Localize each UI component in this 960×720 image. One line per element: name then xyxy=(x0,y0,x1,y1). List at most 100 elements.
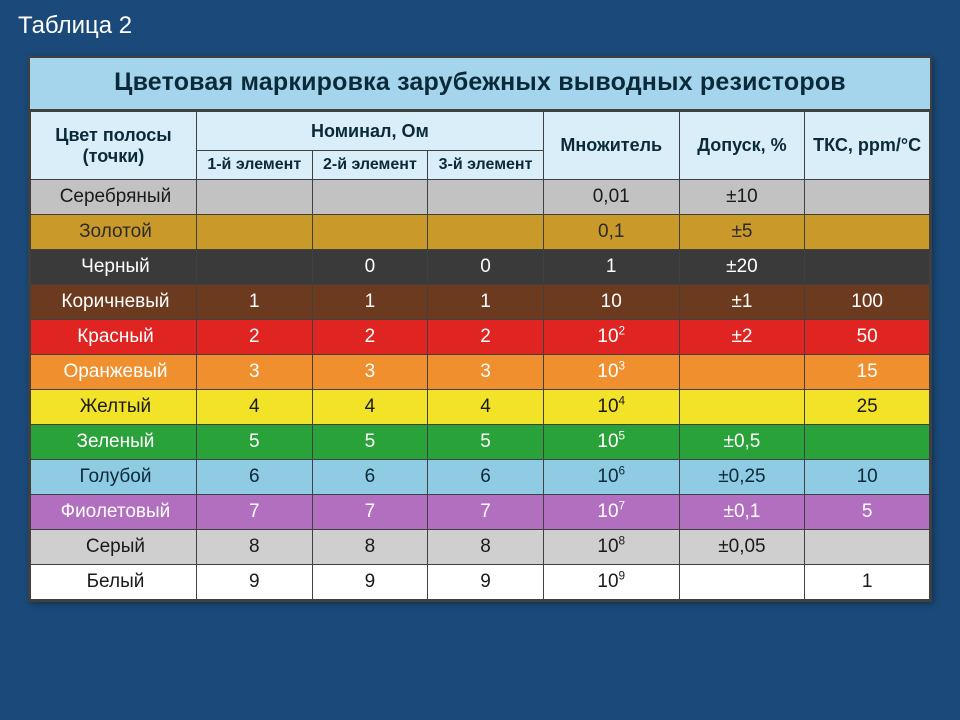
table-title: Цветовая маркировка зарубежных выводных … xyxy=(30,58,930,111)
digit-3-cell: 6 xyxy=(428,460,544,495)
tolerance-cell: ±1 xyxy=(679,285,805,320)
multiplier-cell: 109 xyxy=(543,565,679,600)
tks-cell: 50 xyxy=(805,320,930,355)
digit-2-cell: 7 xyxy=(312,495,428,530)
resistor-color-table: Цветовая маркировка зарубежных выводных … xyxy=(28,56,932,602)
name-cell: Черный xyxy=(31,250,197,285)
multiplier-cell: 108 xyxy=(543,530,679,565)
digit-3-cell: 7 xyxy=(428,495,544,530)
table-row: Золотой 0,1±5 xyxy=(31,215,930,250)
name-cell: Белый xyxy=(31,565,197,600)
tks-cell xyxy=(805,250,930,285)
digit-1-cell: 3 xyxy=(196,355,312,390)
tks-cell: 10 xyxy=(805,460,930,495)
tks-cell xyxy=(805,215,930,250)
name-cell: Фиолетовый xyxy=(31,495,197,530)
name-cell: Желтый xyxy=(31,390,197,425)
table-row: Серебряный 0,01±10 xyxy=(31,180,930,215)
tolerance-cell xyxy=(679,355,805,390)
tolerance-cell: ±20 xyxy=(679,250,805,285)
digit-1-cell: 5 xyxy=(196,425,312,460)
tolerance-cell: ±0,05 xyxy=(679,530,805,565)
multiplier-cell: 10 xyxy=(543,285,679,320)
table-row: Зеленый555105±0,5 xyxy=(31,425,930,460)
col-digit-3: 3-й элемент xyxy=(428,151,544,180)
digit-2-cell xyxy=(312,215,428,250)
digit-2-cell: 2 xyxy=(312,320,428,355)
table-row: Черный001±20 xyxy=(31,250,930,285)
tolerance-cell: ±2 xyxy=(679,320,805,355)
col-nominal: Номинал, Ом xyxy=(196,112,543,151)
tolerance-cell xyxy=(679,565,805,600)
col-tks: ТКС, ppm/°C xyxy=(805,112,930,180)
tolerance-cell: ±0,1 xyxy=(679,495,805,530)
table-row: Оранжевый33310315 xyxy=(31,355,930,390)
table-row: Голубой666106±0,2510 xyxy=(31,460,930,495)
tolerance-cell: ±0,5 xyxy=(679,425,805,460)
digit-3-cell: 5 xyxy=(428,425,544,460)
table-row: Белый9991091 xyxy=(31,565,930,600)
digit-3-cell: 1 xyxy=(428,285,544,320)
multiplier-cell: 105 xyxy=(543,425,679,460)
tks-cell xyxy=(805,530,930,565)
digit-2-cell: 1 xyxy=(312,285,428,320)
digit-2-cell: 5 xyxy=(312,425,428,460)
table-row: Фиолетовый777107±0,15 xyxy=(31,495,930,530)
name-cell: Серебряный xyxy=(31,180,197,215)
table-caption: Таблица 2 xyxy=(18,12,132,40)
name-cell: Оранжевый xyxy=(31,355,197,390)
multiplier-cell: 0,1 xyxy=(543,215,679,250)
tks-cell: 1 xyxy=(805,565,930,600)
multiplier-cell: 106 xyxy=(543,460,679,495)
digit-1-cell xyxy=(196,180,312,215)
tks-cell xyxy=(805,425,930,460)
col-digit-1: 1-й элемент xyxy=(196,151,312,180)
digit-1-cell: 9 xyxy=(196,565,312,600)
digit-3-cell: 3 xyxy=(428,355,544,390)
name-cell: Зеленый xyxy=(31,425,197,460)
digit-2-cell: 3 xyxy=(312,355,428,390)
col-multiplier: Множитель xyxy=(543,112,679,180)
name-cell: Голубой xyxy=(31,460,197,495)
digit-1-cell xyxy=(196,215,312,250)
digit-3-cell: 9 xyxy=(428,565,544,600)
multiplier-cell: 0,01 xyxy=(543,180,679,215)
digit-2-cell: 4 xyxy=(312,390,428,425)
tks-cell: 25 xyxy=(805,390,930,425)
table-row: Серый888108±0,05 xyxy=(31,530,930,565)
tolerance-cell: ±5 xyxy=(679,215,805,250)
col-digit-2: 2-й элемент xyxy=(312,151,428,180)
name-cell: Золотой xyxy=(31,215,197,250)
digit-2-cell: 6 xyxy=(312,460,428,495)
digit-1-cell: 2 xyxy=(196,320,312,355)
digit-3-cell: 2 xyxy=(428,320,544,355)
table-row: Красный222102±250 xyxy=(31,320,930,355)
name-cell: Серый xyxy=(31,530,197,565)
multiplier-cell: 103 xyxy=(543,355,679,390)
multiplier-cell: 102 xyxy=(543,320,679,355)
digit-2-cell: 9 xyxy=(312,565,428,600)
color-code-table: Цвет полосы(точки) Номинал, Ом Множитель… xyxy=(30,111,930,600)
digit-1-cell: 7 xyxy=(196,495,312,530)
tolerance-cell xyxy=(679,390,805,425)
tolerance-cell: ±0,25 xyxy=(679,460,805,495)
digit-2-cell xyxy=(312,180,428,215)
tks-cell: 100 xyxy=(805,285,930,320)
col-tolerance: Допуск, % xyxy=(679,112,805,180)
table-row: Желтый44410425 xyxy=(31,390,930,425)
tks-cell xyxy=(805,180,930,215)
digit-3-cell: 4 xyxy=(428,390,544,425)
name-cell: Коричневый xyxy=(31,285,197,320)
name-cell: Красный xyxy=(31,320,197,355)
digit-3-cell xyxy=(428,215,544,250)
col-color: Цвет полосы(точки) xyxy=(31,112,197,180)
digit-3-cell: 8 xyxy=(428,530,544,565)
digit-1-cell: 6 xyxy=(196,460,312,495)
digit-2-cell: 8 xyxy=(312,530,428,565)
tks-cell: 5 xyxy=(805,495,930,530)
multiplier-cell: 1 xyxy=(543,250,679,285)
multiplier-cell: 107 xyxy=(543,495,679,530)
tolerance-cell: ±10 xyxy=(679,180,805,215)
digit-1-cell xyxy=(196,250,312,285)
table-row: Коричневый11110±1100 xyxy=(31,285,930,320)
